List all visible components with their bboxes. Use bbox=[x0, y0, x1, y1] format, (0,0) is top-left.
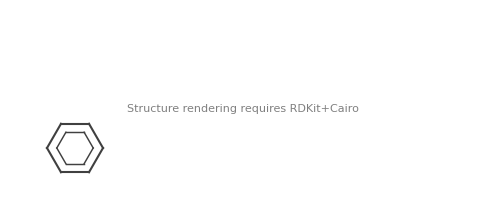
Text: Structure rendering requires RDKit+Cairo: Structure rendering requires RDKit+Cairo bbox=[126, 104, 358, 115]
